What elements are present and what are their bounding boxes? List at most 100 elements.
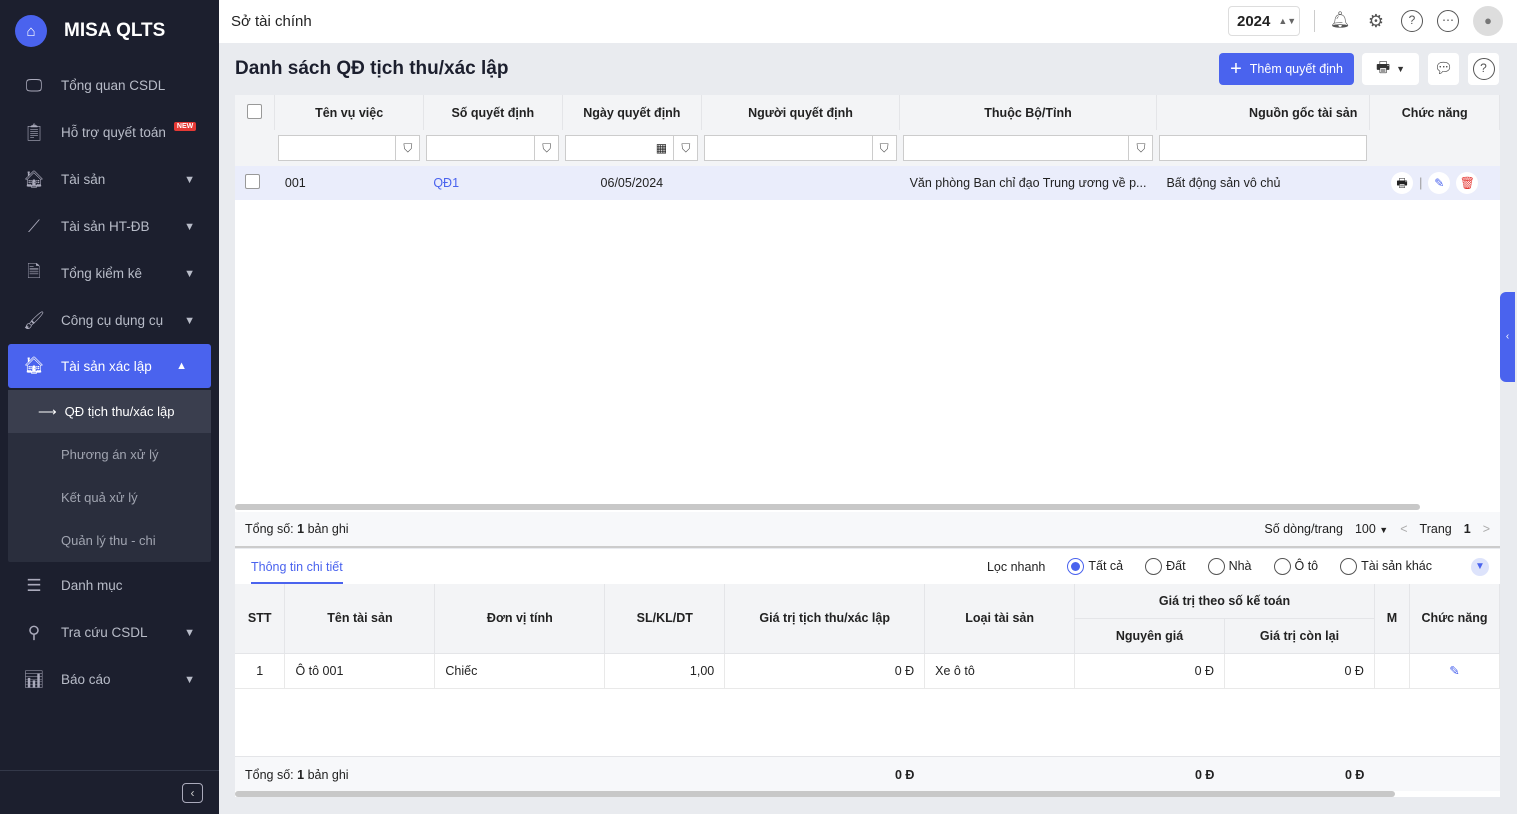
chevron-down-icon: ▼ — [1379, 525, 1389, 535]
table-row[interactable]: 001 QĐ1 06/05/2024 Văn phòng Ban chỉ đạo… — [235, 166, 1500, 200]
cell-loai: Xe ô tô — [924, 653, 1076, 689]
filter-radio-0[interactable]: Tất cả — [1067, 558, 1123, 575]
total-gt: 0 Đ — [895, 768, 915, 782]
road-icon: ⟋ — [28, 216, 40, 236]
sidebar-item-label: Tổng kiểm kê — [61, 266, 143, 281]
arrow-right-icon: ⟶ — [38, 403, 57, 419]
edit-icon[interactable]: ✎ — [1428, 172, 1451, 194]
sidebar-item-1[interactable]: 📋︎ Hỗ trợ quyết toán NEW — [0, 109, 219, 156]
select-all[interactable] — [235, 95, 276, 130]
chevron-up-icon: ▲ — [176, 360, 187, 372]
col-nguon-goc[interactable]: Nguồn gốc tài sản — [1156, 95, 1371, 130]
tab-thong-tin-chi-tiet[interactable]: Thông tin chi tiết — [251, 551, 343, 584]
house-logo-icon: ⌂ — [15, 15, 47, 47]
horizontal-scrollbar[interactable] — [235, 791, 1395, 797]
gear-icon[interactable]: ⚙ — [1367, 11, 1385, 31]
filter-radio-1[interactable]: Đất — [1145, 558, 1186, 575]
prev-page-button[interactable]: < — [1400, 522, 1408, 536]
app-logo[interactable]: ⌂ MISA QLTS — [0, 0, 219, 62]
filter-spacer — [235, 130, 275, 166]
action-divider: | — [1419, 176, 1423, 190]
filter-icon[interactable]: ⛉ — [871, 136, 896, 160]
filter-radio-3[interactable]: Ô tô — [1273, 558, 1318, 575]
sidebar-item-label: Tra cứu CSDL — [61, 625, 148, 640]
feedback-button[interactable]: 💬︎ — [1428, 53, 1459, 85]
filter-icon[interactable]: ⛉ — [673, 136, 697, 160]
chat-icon: 💬︎ — [1433, 60, 1454, 77]
filter-thuoc-bo-tinh[interactable]: ⛉ — [902, 135, 1154, 161]
col-chuc-nang: Chức năng — [1409, 584, 1501, 654]
cell-dvt: Chiếc — [434, 653, 606, 689]
more-icon[interactable]: ⋯ — [1437, 10, 1459, 32]
col-ten-vu-viec[interactable]: Tên vụ việc — [274, 95, 424, 130]
horizontal-scrollbar[interactable] — [235, 504, 1420, 510]
table-row[interactable]: 1 Ô tô 001 Chiếc 1,00 0 Đ Xe ô tô 0 Đ 0 … — [235, 653, 1501, 689]
filter-icon[interactable]: ⛉ — [1128, 136, 1152, 160]
cell-gt: 0 Đ — [724, 653, 926, 689]
filter-ngay-quyet-dinh[interactable]: ▦ ⛉ — [565, 135, 699, 161]
help-icon[interactable]: ? — [1401, 10, 1423, 32]
topbar: Sở tài chính 2024 ▲▼ 🔔︎ ⚙ ? ⋯ ● — [219, 0, 1517, 43]
filter-radio-4[interactable]: Tài sản khác — [1340, 558, 1432, 575]
search-icon: ⚲ — [27, 622, 41, 642]
print-menu-button[interactable]: 🖶 ▼ — [1362, 53, 1419, 85]
col-so-quyet-dinh[interactable]: Số quyết định — [423, 95, 563, 130]
decision-grid: Tên vụ việc Số quyết định Ngày quyết địn… — [235, 95, 1500, 512]
bell-icon[interactable]: 🔔︎ — [1329, 12, 1351, 29]
sidebar-item-2[interactable]: 🏠︎ Tài sản ▼ — [0, 156, 219, 203]
side-panel-toggle[interactable]: ‹ — [1500, 292, 1515, 382]
select-all-checkbox[interactable] — [247, 103, 263, 119]
sidebar-item-9[interactable]: 📊︎ Báo cáo ▼ — [0, 656, 219, 703]
col-nguoi-quyet-dinh[interactable]: Người quyết định — [701, 95, 901, 130]
filter-icon[interactable]: ⛉ — [395, 136, 419, 160]
cell-nguyen: 0 Đ — [1074, 653, 1226, 689]
edit-icon[interactable]: ✎ — [1409, 653, 1501, 689]
sidebar-item-4[interactable]: 🗎 Tổng kiểm kê ▼ — [0, 250, 219, 297]
print-row-icon[interactable]: 🖶 — [1391, 172, 1414, 194]
filter-icon[interactable]: ⛉ — [534, 136, 558, 160]
sidebar-item-7[interactable]: ☰ Danh mục — [0, 562, 219, 609]
clipboard-check-icon: 📋︎ — [23, 122, 45, 142]
sidebar-item-8[interactable]: ⚲ Tra cứu CSDL ▼ — [0, 609, 219, 656]
filter-ten-vu-viec[interactable]: ⛉ — [277, 135, 421, 161]
filter-spacer — [1369, 130, 1500, 166]
cell-ten: Ô tô 001 — [284, 653, 436, 689]
sidebar-item-label: Tài sản — [61, 172, 106, 187]
help-button[interactable]: ? — [1468, 53, 1499, 85]
sidebar-item-5[interactable]: 🖌︎ Công cụ dụng cụ ▼ — [0, 297, 219, 344]
col-ngay-quyet-dinh[interactable]: Ngày quyết định — [562, 95, 702, 130]
cell-nguoi — [701, 166, 900, 200]
radio-icon — [1067, 558, 1085, 575]
submenu-item-3[interactable]: Quản lý thu - chi — [61, 533, 156, 548]
chevron-down-icon: ▼ — [184, 267, 195, 280]
filter-nguon-goc[interactable] — [1159, 135, 1367, 161]
calendar-icon[interactable]: ▦ — [655, 141, 668, 155]
submenu-item-1[interactable]: Phương án xử lý — [61, 447, 159, 462]
filter-nguoi-quyet-dinh[interactable]: ⛉ — [704, 135, 897, 161]
collapse-sidebar-button[interactable]: ‹ — [182, 783, 203, 803]
sidebar-item-0[interactable]: 🖵 Tổng quan CSDL — [0, 62, 219, 109]
document-check-icon: 🗎 — [27, 262, 41, 281]
collapse-sidebar: ‹ — [0, 770, 219, 814]
next-page-button[interactable]: > — [1482, 522, 1490, 536]
delete-icon[interactable]: 🗑︎ — [1456, 172, 1479, 194]
cell-ten-vu-viec: 001 — [274, 166, 424, 200]
cell-stt: 1 — [235, 653, 286, 689]
submenu-item-2[interactable]: Kết quả xử lý — [61, 490, 138, 505]
year-selector[interactable]: 2024 ▲▼ — [1228, 6, 1300, 36]
decision-number-link[interactable]: QĐ1 — [423, 166, 563, 200]
rows-per-page-select[interactable]: 100 ▼ — [1354, 522, 1389, 536]
radio-icon — [1145, 558, 1163, 575]
row-checkbox[interactable] — [245, 174, 260, 189]
submenu-item-0[interactable]: ⟶ QĐ tịch thu/xác lập — [8, 390, 211, 433]
chevron-down-icon[interactable]: ▼ — [1471, 558, 1489, 576]
col-thuoc-bo-tinh[interactable]: Thuộc Bộ/Tỉnh — [899, 95, 1157, 130]
sidebar-item-6[interactable]: 🏠︎ Tài sản xác lập ▲ — [8, 344, 211, 388]
filter-radio-2[interactable]: Nhà — [1207, 558, 1252, 575]
sidebar-item-3[interactable]: ⟋ Tài sản HT-ĐB ▼ — [0, 203, 219, 250]
add-decision-button[interactable]: + Thêm quyết định — [1219, 53, 1354, 85]
filter-so-quyet-dinh[interactable]: ⛉ — [426, 135, 560, 161]
col-sl: SL/KL/DT — [604, 584, 726, 654]
avatar[interactable]: ● — [1473, 6, 1503, 36]
new-badge: NEW — [173, 122, 197, 131]
